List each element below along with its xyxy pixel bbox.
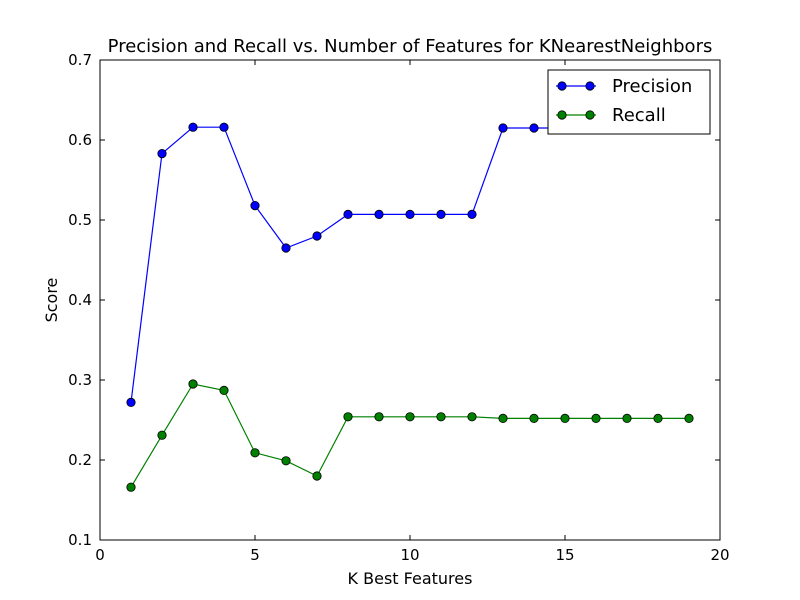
precision-point [126,397,136,407]
plot-area [100,60,720,540]
x-tick-label: 5 [250,546,260,564]
recall-point [312,471,322,481]
recall-point [405,412,415,422]
recall-point [591,413,601,423]
legend-precision-marker [585,81,595,91]
y-axis-label: Score [42,278,61,323]
chart-title: Precision and Recall vs. Number of Featu… [108,36,713,57]
precision-point [188,122,198,132]
series-recall [126,379,694,492]
precision-point [529,123,539,133]
recall-point [126,482,136,492]
legend: Precision Recall [547,69,711,135]
recall-point [250,448,260,458]
recall-point [560,413,570,423]
precision-point [405,209,415,219]
x-tick-label: 0 [95,546,105,564]
recall-point [219,385,229,395]
y-tick-label: 0.4 [68,291,92,309]
legend-precision-label: Precision [612,76,692,97]
precision-point [467,209,477,219]
legend-recall-label: Recall [612,105,666,126]
legend-precision-marker [557,81,567,91]
y-tick-label: 0.2 [68,451,92,469]
precision-point [343,209,353,219]
precision-point [157,149,167,159]
recall-point [188,379,198,389]
recall-point [343,412,353,422]
recall-point [467,412,477,422]
legend-box [547,69,711,135]
precision-point [374,209,384,219]
x-tick-label: 20 [710,546,729,564]
plot-frame [99,59,721,541]
recall-point [374,412,384,422]
recall-point [622,413,632,423]
precision-point [436,209,446,219]
y-tick-label: 0.6 [68,131,92,149]
legend-recall-marker [585,110,595,120]
recall-point [157,430,167,440]
legend-recall-marker [557,110,567,120]
y-tick-label: 0.7 [68,51,92,69]
y-tick-label: 0.1 [68,531,92,549]
recall-point [281,456,291,466]
x-tick-label: 10 [400,546,419,564]
x-tick-label: 15 [555,546,574,564]
recall-point [529,413,539,423]
precision-point [281,243,291,253]
recall-point [498,413,508,423]
precision-point [312,231,322,241]
precision-point [219,122,229,132]
precision-point [250,201,260,211]
precision-point [498,123,508,133]
x-axis-label: K Best Features [348,569,473,588]
y-tick-label: 0.3 [68,371,92,389]
recall-point [653,413,663,423]
recall-point [684,413,694,423]
recall-point [436,412,446,422]
y-tick-label: 0.5 [68,211,92,229]
